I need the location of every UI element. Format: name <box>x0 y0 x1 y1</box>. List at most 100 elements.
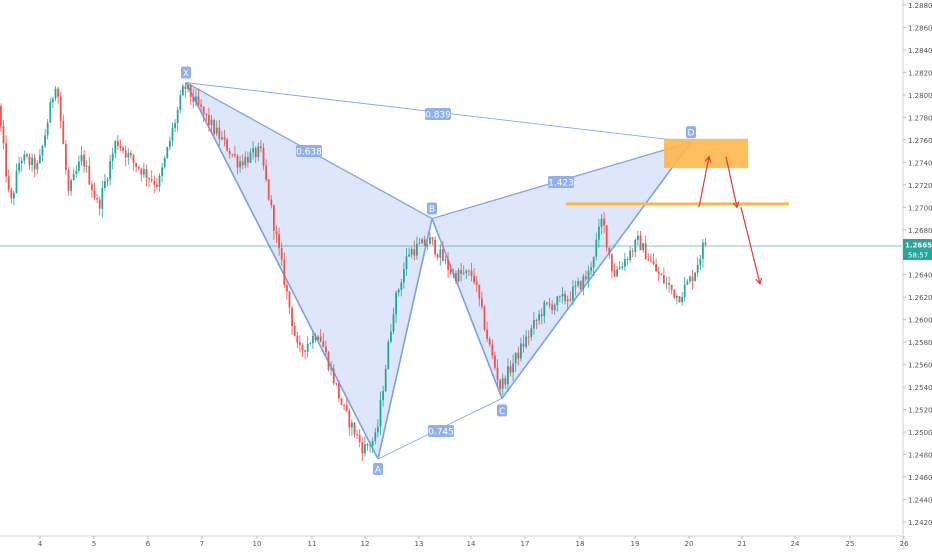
candle-body-151 <box>392 314 395 332</box>
candle-body-127 <box>330 368 332 370</box>
candle-body-200 <box>520 343 522 359</box>
point-label-b: B <box>429 205 435 215</box>
candle-body-36 <box>93 190 96 198</box>
candle-body-2 <box>5 143 7 177</box>
candle-body-206 <box>535 320 538 321</box>
candle-body-51 <box>132 155 135 163</box>
candle-body-228 <box>592 256 595 268</box>
pattern-triangle-bcd <box>432 142 691 399</box>
candle-body-213 <box>553 305 556 311</box>
pattern-leg-0 <box>185 82 379 460</box>
candle-body-59 <box>153 180 156 185</box>
candle-body-52 <box>135 162 137 167</box>
candle-body-17 <box>44 135 46 146</box>
candle-body-262 <box>681 297 683 303</box>
candle-body-5 <box>13 192 15 199</box>
candle-body-115 <box>299 342 301 346</box>
point-label-box-x <box>181 66 191 79</box>
candle-body-265 <box>689 276 691 282</box>
candle-body-46 <box>119 145 122 148</box>
candle-body-0 <box>0 106 2 126</box>
ratio-label-xd: 0.839 <box>425 111 451 121</box>
candle-body-1 <box>2 125 5 144</box>
x-tick-label-5: 11 <box>308 540 317 548</box>
candlesticks <box>0 82 707 462</box>
ratio-label-bd: 1.423 <box>548 179 574 189</box>
candle-body-252 <box>655 264 657 272</box>
candle-body-102 <box>265 165 267 180</box>
candle-body-58 <box>150 179 153 181</box>
candle-body-50 <box>130 153 132 156</box>
candle-body-24 <box>62 120 65 145</box>
candle-body-238 <box>618 267 621 270</box>
candle-body-117 <box>304 350 306 352</box>
y-tick-label-21: 1.24600 <box>908 474 932 482</box>
candle-body-215 <box>559 296 561 298</box>
candle-body-194 <box>504 378 507 385</box>
candle-body-10 <box>26 154 28 157</box>
x-tick-label-1: 5 <box>92 540 96 548</box>
x-tick-label-4: 10 <box>253 540 262 548</box>
candle-body-16 <box>41 145 44 156</box>
arrow-head-0 <box>704 155 712 163</box>
candle-body-207 <box>538 314 540 321</box>
ratio-label-box-xb <box>296 145 322 157</box>
countdown-label: 58:57 <box>908 251 928 259</box>
candle-body-164 <box>426 244 429 246</box>
candle-body-226 <box>587 270 590 280</box>
harmonic-pattern: 0.638 0.745 1.423 0.839 X A B C D <box>181 66 696 476</box>
candle-body-34 <box>88 165 91 185</box>
candle-body-119 <box>309 343 312 345</box>
candle-body-113 <box>293 326 296 336</box>
y-axis: 1.28800 1.28600 1.28400 1.28200 1.28000 1.278… <box>902 0 932 550</box>
candle-body-264 <box>686 281 689 285</box>
y-tick-label-5: 1.27800 <box>908 114 932 122</box>
candle-body-109 <box>283 259 286 285</box>
candle-body-161 <box>418 243 421 245</box>
point-label-box-b <box>427 202 437 215</box>
candle-body-222 <box>577 281 579 286</box>
candle-body-37 <box>96 197 98 200</box>
candle-body-65 <box>169 140 171 147</box>
candle-body-270 <box>702 242 704 259</box>
candle-body-93 <box>241 161 244 166</box>
candle-body-89 <box>231 154 234 155</box>
candle-body-123 <box>319 336 322 342</box>
candle-body-131 <box>340 398 343 405</box>
candle-body-182 <box>473 275 475 283</box>
ratio-label-box-bd <box>548 176 574 188</box>
candle-body-208 <box>540 314 543 317</box>
candle-body-11 <box>28 156 31 165</box>
candle-body-256 <box>665 283 668 284</box>
candle-body-66 <box>171 128 174 141</box>
candle-body-135 <box>351 422 353 428</box>
candle-body-255 <box>663 275 665 284</box>
candle-body-229 <box>595 239 598 257</box>
candle-body-7 <box>18 163 20 171</box>
candle-body-263 <box>683 284 686 298</box>
candle-body-142 <box>369 445 371 447</box>
candle-body-248 <box>644 243 647 260</box>
candle-body-150 <box>390 331 392 342</box>
candle-body-53 <box>137 166 140 169</box>
candle-body-195 <box>507 366 509 385</box>
candle-body-214 <box>556 296 559 306</box>
candle-body-114 <box>296 335 299 343</box>
candle-body-72 <box>187 85 189 89</box>
y-tick-label-18: 1.25200 <box>908 407 932 415</box>
arrow-line-0 <box>698 156 710 208</box>
candle-body-145 <box>377 426 379 433</box>
candle-body-162 <box>421 239 423 244</box>
candle-body-153 <box>397 289 400 293</box>
candle-body-181 <box>470 270 473 276</box>
candle-body-179 <box>465 270 468 273</box>
arrow-line-1 <box>725 156 738 208</box>
candle-body-157 <box>408 254 410 257</box>
x-tick-label-16: 26 <box>900 540 909 548</box>
candle-body-18 <box>46 122 49 136</box>
candle-body-44 <box>114 141 117 154</box>
candle-body-177 <box>460 270 462 274</box>
y-tick-label-8: 1.27200 <box>908 182 932 190</box>
